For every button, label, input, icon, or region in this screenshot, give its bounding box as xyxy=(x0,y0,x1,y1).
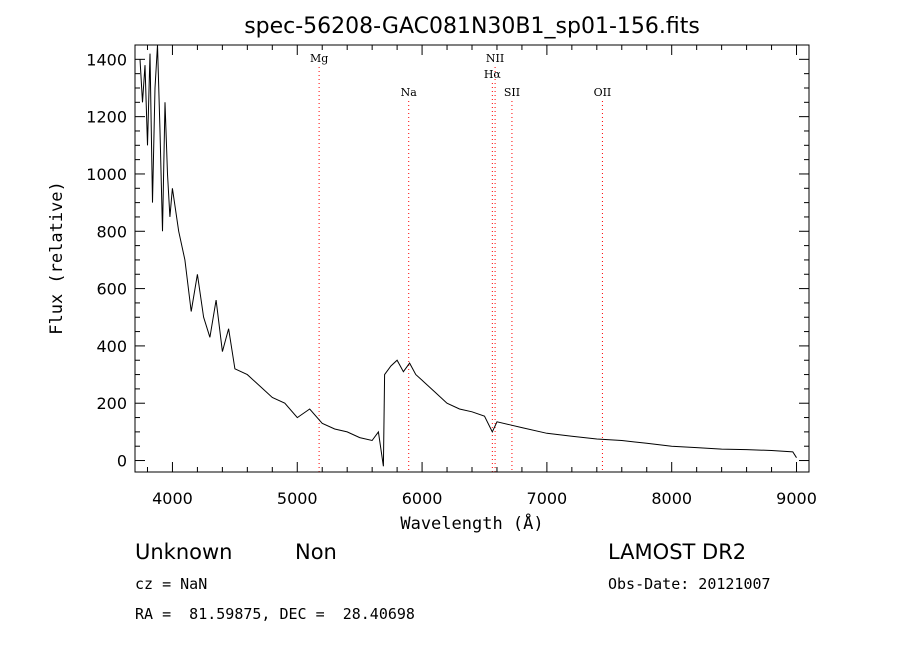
emission-line-label: Na xyxy=(401,86,418,99)
redshift-value: cz = NaN xyxy=(135,575,208,593)
x-axis-ticks: 4000 5000 6000 7000 8000 9000 xyxy=(146,45,817,508)
emission-line-label: Mg xyxy=(310,52,328,65)
spectral-subclass: Non xyxy=(295,540,337,564)
emission-line-label: Hα xyxy=(484,68,502,81)
y-axis-label: Flux (relative) xyxy=(47,181,67,335)
emission-line-label: NII xyxy=(486,52,504,65)
y-tick-label: 0 xyxy=(117,452,127,471)
coordinates: RA = 81.59875, DEC = 28.40698 xyxy=(135,605,415,623)
y-tick-label: 600 xyxy=(96,280,127,299)
emission-line-label: OII xyxy=(594,86,612,99)
y-tick-label: 1200 xyxy=(86,108,127,127)
chart-title: spec-56208-GAC081N30B1_sp01-156.fits xyxy=(244,14,700,39)
y-tick-label: 1400 xyxy=(86,50,127,69)
x-tick-label: 9000 xyxy=(776,489,817,508)
x-tick-label: 6000 xyxy=(402,489,443,508)
survey-name: LAMOST DR2 xyxy=(608,540,747,564)
y-tick-label: 800 xyxy=(96,222,127,241)
plot-frame xyxy=(134,44,810,473)
y-tick-label: 200 xyxy=(96,394,127,413)
x-axis-label: Wavelength (Å) xyxy=(400,512,543,534)
observation-date: Obs-Date: 20121007 xyxy=(608,575,771,593)
spectral-class: Unknown xyxy=(135,540,233,564)
y-tick-label: 400 xyxy=(96,337,127,356)
x-tick-label: 7000 xyxy=(527,489,568,508)
x-tick-label: 8000 xyxy=(651,489,692,508)
y-tick-label: 1000 xyxy=(86,165,127,184)
x-tick-label: 5000 xyxy=(277,489,318,508)
spectrum-line xyxy=(139,44,797,467)
y-axis-ticks: 0 200 400 600 800 1000 1200 1400 xyxy=(86,50,809,471)
emission-line-markers xyxy=(318,67,603,472)
emission-line-label: SII xyxy=(504,86,520,99)
x-tick-label: 4000 xyxy=(152,489,193,508)
